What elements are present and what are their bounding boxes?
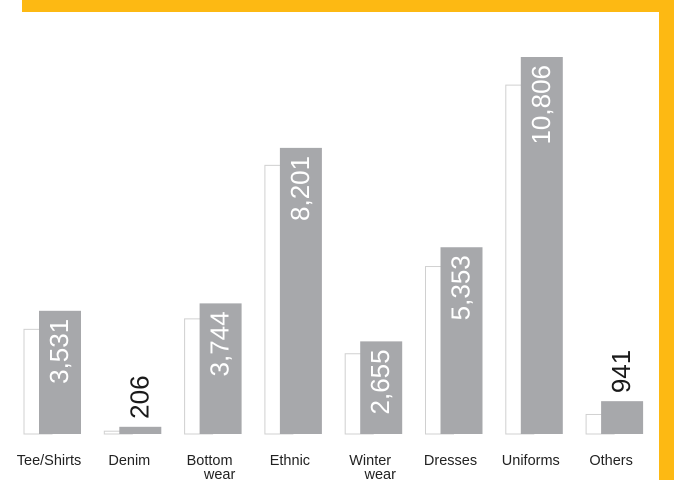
category-label: wear	[203, 467, 236, 480]
bars-layer	[23, 57, 644, 435]
bar-value-label: 8,201	[285, 156, 315, 221]
category-label: Ethnic	[270, 453, 310, 469]
category-label: Winter	[349, 453, 391, 469]
bar-value-label: 3,744	[205, 311, 235, 376]
category-label: Dresses	[424, 453, 477, 469]
category-label: Uniforms	[502, 453, 560, 469]
bar	[119, 426, 162, 434]
bar-value-label: 2,655	[365, 349, 395, 414]
category-label: Bottom	[187, 453, 233, 469]
bar-value-label: 10,806	[526, 65, 556, 145]
bar	[601, 401, 644, 434]
bar	[440, 247, 483, 434]
bar	[520, 57, 563, 434]
bar-value-label: 5,353	[446, 255, 476, 320]
bar-value-label: 206	[124, 375, 154, 418]
bar-value-label: 3,531	[44, 319, 74, 384]
value-labels-layer: 3,531 206 3,744 8,201 2,655 5,353 10,806 941	[44, 65, 636, 419]
bar	[199, 303, 242, 434]
bar	[279, 147, 322, 434]
category-label: wear	[363, 467, 396, 480]
category-label: Tee/Shirts	[17, 453, 81, 469]
bar-value-label: 941	[606, 350, 636, 393]
frame-top-border	[22, 0, 674, 12]
bar	[39, 310, 81, 434]
frame-right-border	[659, 0, 674, 480]
bar	[360, 341, 403, 434]
category-label: Denim	[108, 453, 150, 469]
category-label: Others	[589, 453, 633, 469]
